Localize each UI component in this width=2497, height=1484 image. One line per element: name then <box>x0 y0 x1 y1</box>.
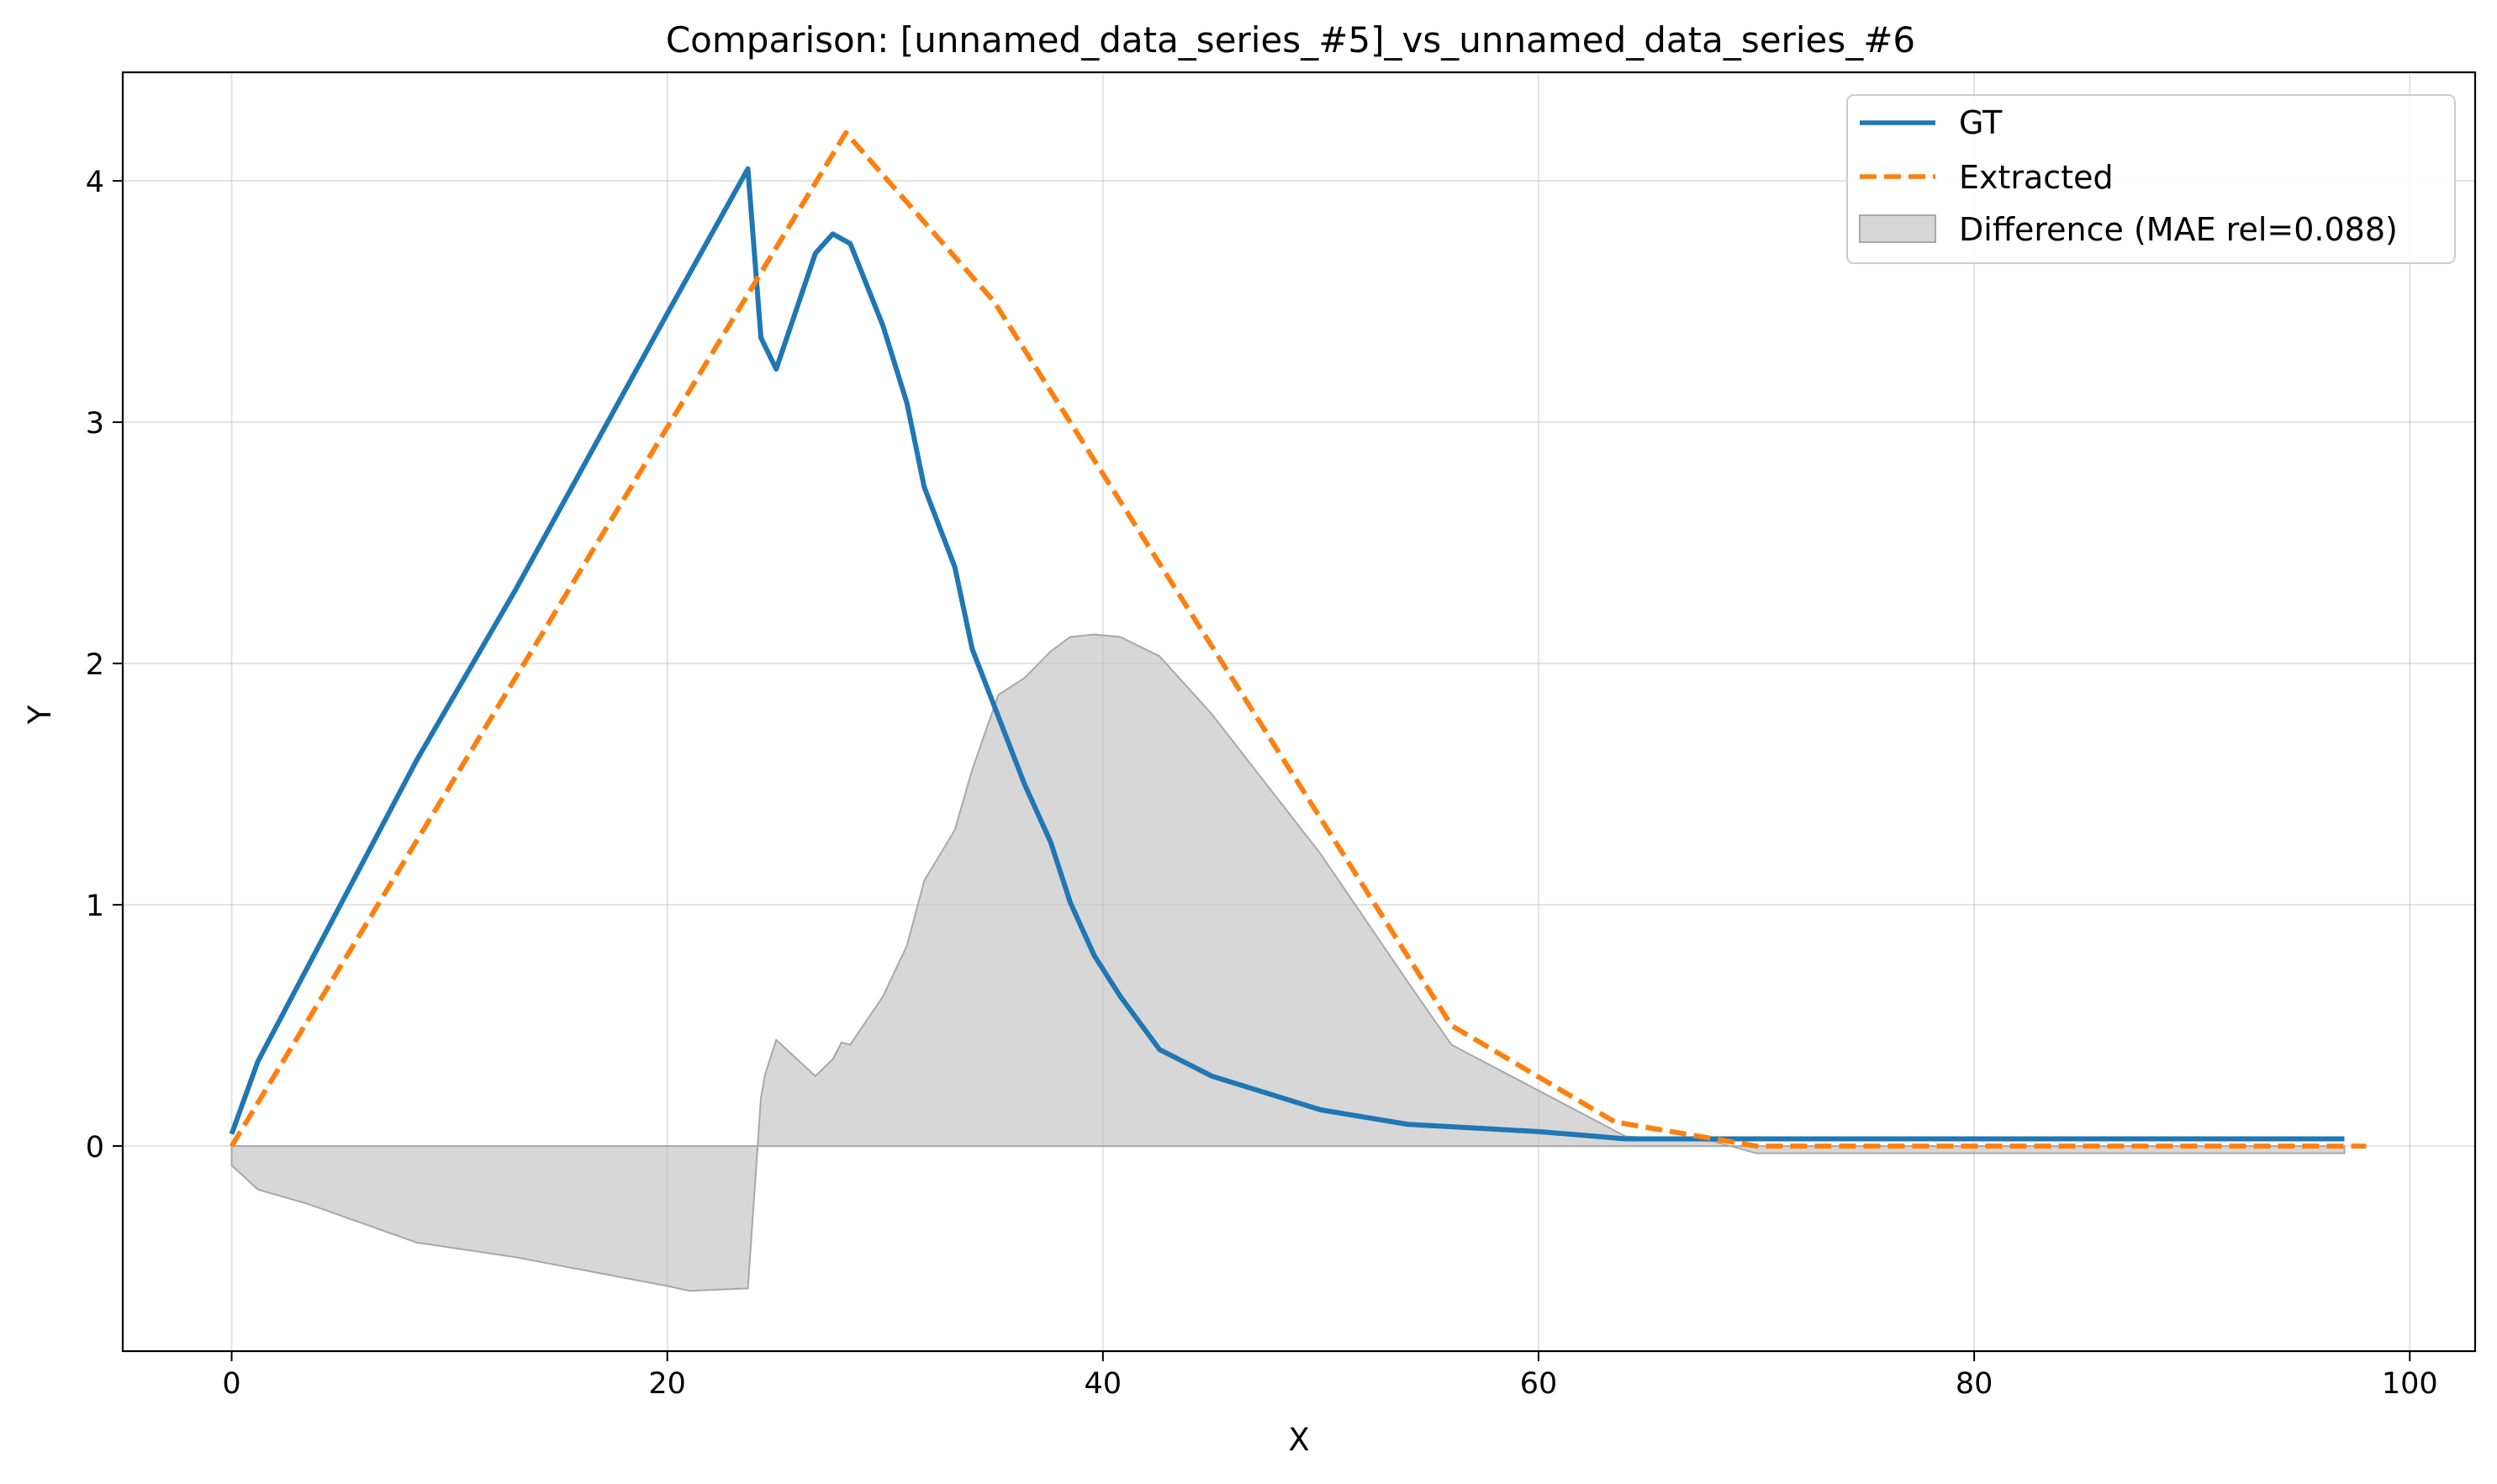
x-tick-label: 60 <box>1520 1367 1558 1401</box>
x-tick-label: 20 <box>648 1367 686 1401</box>
y-tick-label: 0 <box>86 1131 104 1164</box>
x-tick-label: 80 <box>1956 1367 1993 1401</box>
x-axis-ticks: 0 20 40 60 80 100 <box>222 1351 2438 1401</box>
legend-difference-swatch <box>1859 214 1936 243</box>
legend-difference-label: Difference (MAE rel=0.088) <box>1959 211 2398 248</box>
x-axis-label: X <box>1288 1422 1309 1458</box>
legend-extracted-label: Extracted <box>1959 159 2114 196</box>
extracted-series-line <box>229 129 2367 1149</box>
y-tick-label: 1 <box>86 890 104 923</box>
y-tick-label: 2 <box>86 648 104 682</box>
x-tick-label: 0 <box>222 1367 240 1401</box>
x-tick-label: 100 <box>2382 1367 2438 1401</box>
legend-gt-label: GT <box>1959 104 2003 141</box>
y-axis-ticks: 0 1 2 3 4 <box>86 166 123 1164</box>
x-tick-label: 40 <box>1085 1367 1122 1401</box>
gt-series-line <box>229 166 2345 1142</box>
y-tick-label: 4 <box>86 166 104 199</box>
legend: GT Extracted Difference (MAE rel=0.088) <box>1846 94 2456 264</box>
legend-box <box>1846 94 2456 264</box>
y-tick-label: 3 <box>86 407 104 441</box>
series-lines <box>229 129 2367 1149</box>
chart-title: Comparison: [unnamed_data_series_#5]_vs_… <box>666 19 1915 61</box>
y-axis-label: Y <box>22 705 58 725</box>
plot-frame <box>121 71 2477 1353</box>
